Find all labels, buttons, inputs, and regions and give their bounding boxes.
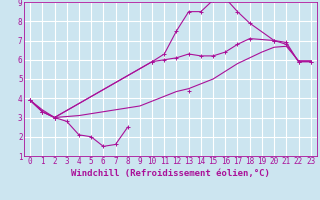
X-axis label: Windchill (Refroidissement éolien,°C): Windchill (Refroidissement éolien,°C)	[71, 169, 270, 178]
